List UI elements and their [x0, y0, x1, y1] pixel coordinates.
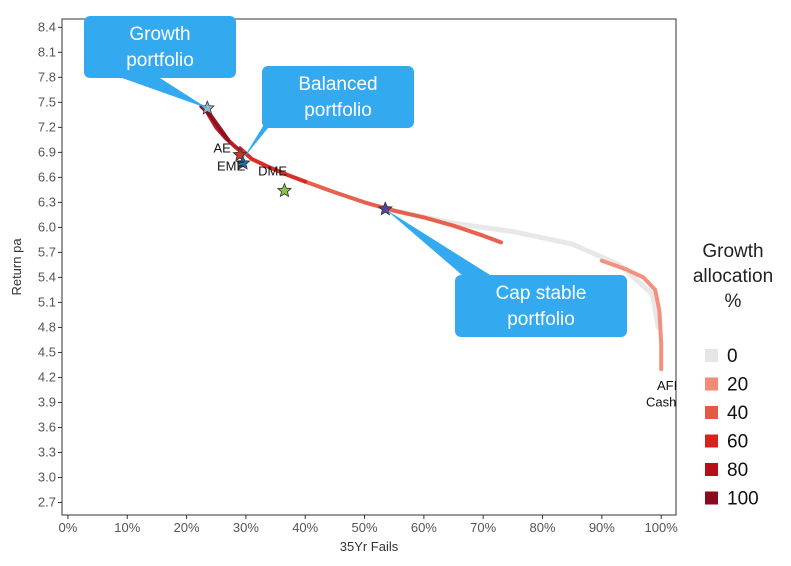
legend-label: 20	[727, 375, 748, 396]
y-tick-label: 3.0	[38, 469, 56, 484]
y-tick-label: 7.2	[38, 119, 56, 134]
cap-stable-star	[377, 201, 394, 216]
legend-swatch	[705, 349, 718, 362]
legend-title: allocation	[693, 266, 773, 287]
y-tick-label: 3.3	[38, 444, 56, 459]
callout-text: portfolio	[507, 309, 575, 330]
point-label: AFI	[657, 378, 677, 393]
point-label: DME	[258, 164, 287, 179]
callout-pointer	[122, 78, 208, 109]
point-label: EME	[217, 159, 246, 174]
x-tick-label: 50%	[352, 520, 378, 535]
legend-swatch	[705, 463, 718, 476]
callout-text: Cap stable	[496, 283, 587, 304]
legend-swatch	[705, 406, 718, 419]
x-axis: 0% 10% 20% 30% 40% 50% 60% 70% 80% 90% 100%	[59, 515, 679, 535]
x-tick-label: 40%	[292, 520, 318, 535]
legend-label: 40	[727, 403, 748, 424]
y-tick-label: 8.4	[38, 19, 56, 34]
eme-star	[235, 155, 251, 170]
frontier-layer	[199, 104, 664, 372]
callout-pointer	[385, 209, 490, 275]
y-tick-label: 5.4	[38, 269, 56, 284]
point-label: Cash	[646, 395, 676, 410]
x-tick-label: 60%	[411, 520, 437, 535]
legend-swatch	[705, 491, 718, 505]
y-tick-label: 7.8	[38, 69, 56, 84]
y-tick-label: 4.5	[38, 344, 56, 359]
y-tick-label: 6.9	[38, 144, 56, 159]
legend-label: 60	[727, 432, 748, 453]
legend-title: %	[725, 291, 742, 312]
frontier-series-60	[238, 146, 308, 184]
x-tick-label: 90%	[589, 520, 615, 535]
callout-pointer	[242, 118, 268, 159]
point-labels: AE EME DME AFI Cash	[214, 140, 678, 409]
callout-text: portfolio	[126, 50, 194, 71]
frontier-series-40	[303, 179, 503, 245]
y-tick-label: 6.0	[38, 219, 56, 234]
callout-text: portfolio	[304, 100, 372, 121]
y-tick-label: 4.2	[38, 369, 56, 384]
y-tick-label: 2.7	[38, 494, 56, 509]
callout-box	[262, 66, 414, 128]
y-tick-label: 5.7	[38, 244, 56, 259]
callout-text: Balanced	[298, 74, 377, 95]
callout-text: Growth	[129, 24, 190, 45]
x-tick-label: 30%	[233, 520, 259, 535]
y-tick-label: 3.9	[38, 394, 56, 409]
frontier-series-0	[391, 208, 661, 330]
y-tick-label: 7.5	[38, 94, 56, 109]
callout-box	[84, 16, 236, 78]
x-tick-label: 10%	[114, 520, 140, 535]
legend-label: 100	[727, 489, 759, 510]
legend-label: 0	[727, 346, 738, 367]
callouts: Growth portfolio Balanced portfolio Cap stab…	[84, 16, 627, 337]
y-tick-label: 4.8	[38, 319, 56, 334]
y-tick-label: 5.1	[38, 294, 56, 309]
legend: Growth allocation% 0 20 40 60 80 100	[693, 241, 773, 510]
x-tick-label: 100%	[645, 520, 679, 535]
x-tick-label: 70%	[470, 520, 496, 535]
y-tick-label: 6.6	[38, 169, 56, 184]
x-axis-title: 35Yr Fails	[340, 539, 399, 554]
x-tick-label: 80%	[530, 520, 556, 535]
y-tick-label: 8.1	[38, 44, 56, 59]
legend-label: 80	[727, 460, 748, 481]
legend-swatch	[705, 377, 718, 391]
frontier-series-20	[599, 258, 664, 372]
x-tick-label: 20%	[174, 520, 200, 535]
legend-title: Growth	[702, 241, 763, 262]
callout-box	[455, 275, 627, 337]
x-tick-label: 0%	[59, 520, 78, 535]
plot-frame	[61, 18, 677, 516]
legend-swatch	[705, 434, 718, 448]
dme-star	[276, 182, 293, 198]
y-axis: 2.7 3.0 3.3 3.6 3.9 4.2 4.5 4.8 5.1 5.4 5.7 6.0 6.3 6…	[38, 19, 62, 509]
point-label: AE	[214, 140, 232, 155]
y-tick-label: 3.6	[38, 419, 56, 434]
y-tick-label: 6.3	[38, 194, 56, 209]
y-axis-title: Return pa	[9, 238, 24, 296]
